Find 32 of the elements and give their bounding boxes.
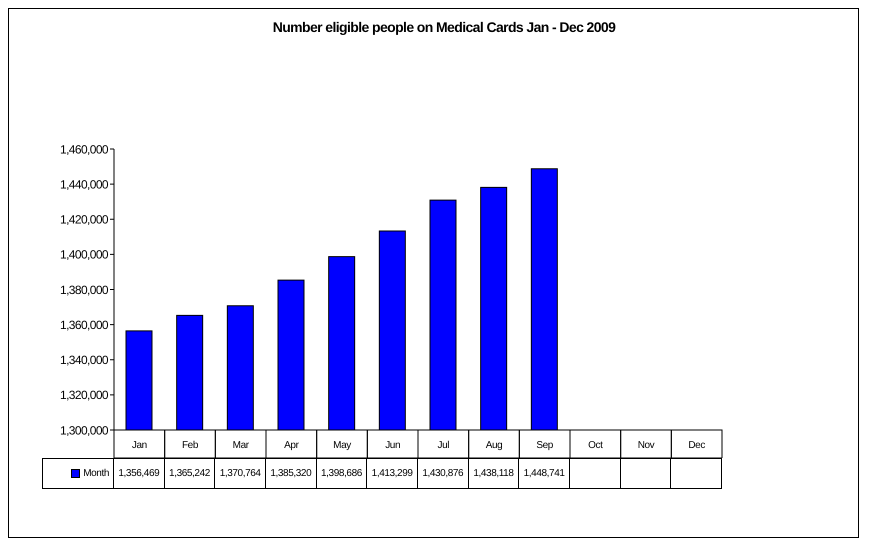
x-tick-label: Aug	[486, 440, 502, 451]
y-tick-label: 1,460,000	[60, 142, 109, 156]
data-label: 1,370,764	[215, 458, 266, 489]
x-tick-label: Sep	[536, 440, 554, 451]
data-label: 1,365,242	[164, 458, 216, 489]
y-tick-label: 1,420,000	[60, 212, 109, 227]
data-label: 1,385,320	[266, 458, 317, 489]
data-label: 1,430,876	[418, 458, 469, 489]
chart-title: Number eligible people on Medical Cards Jan - Dec 2009	[272, 19, 616, 35]
y-tick-label: 1,400,000	[60, 248, 109, 262]
data-label: 1,448,741	[519, 458, 570, 489]
x-tick-label: Dec	[688, 440, 706, 451]
data-label: 1,356,469	[114, 458, 165, 489]
x-tick-label: Feb	[182, 440, 199, 451]
y-tick-label: 1,340,000	[60, 353, 109, 368]
x-tick-label: Mar	[232, 440, 250, 451]
x-tick-label: Jun	[385, 440, 400, 451]
data-label: 1,413,299	[367, 458, 418, 489]
x-tick-label: Oct	[588, 440, 604, 451]
x-tick-label: Jul	[438, 440, 450, 451]
y-tick-label: 1,380,000	[60, 282, 109, 297]
x-tick-label: Jan	[132, 440, 147, 451]
x-tick-label: Apr	[284, 440, 300, 451]
legend-label: Month	[83, 468, 109, 479]
y-tick-label: 1,440,000	[60, 177, 109, 192]
data-label: 1,438,118	[468, 458, 520, 489]
x-tick-label: Nov	[638, 440, 655, 451]
data-label: 1,398,686	[316, 458, 368, 489]
y-tick-label: 1,320,000	[60, 388, 109, 402]
x-tick-label: May	[333, 440, 352, 451]
y-tick-label: 1,360,000	[60, 318, 109, 332]
y-tick-label: 1,300,000	[60, 423, 109, 438]
